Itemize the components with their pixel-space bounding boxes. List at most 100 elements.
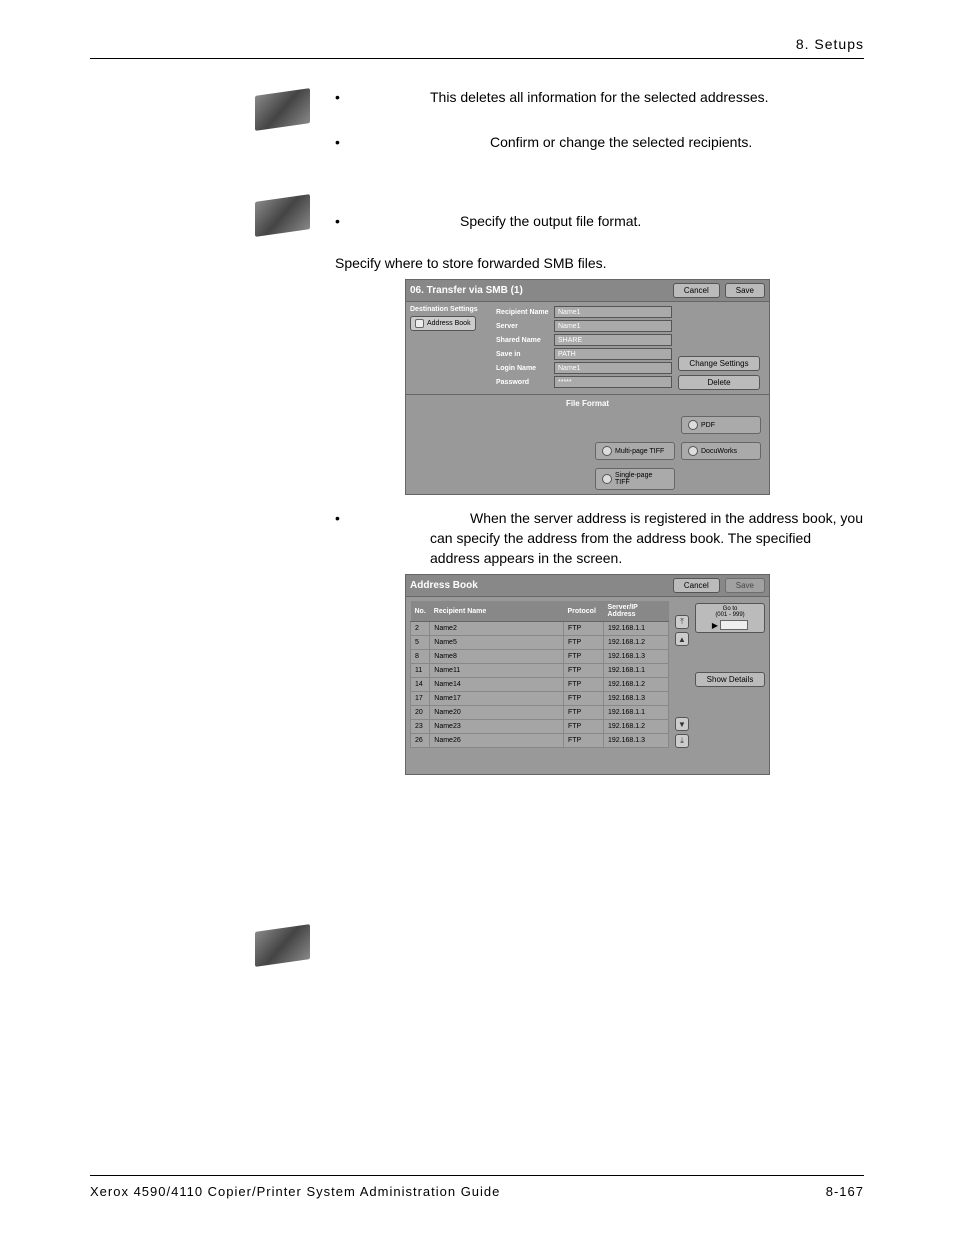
table-row[interactable]: 20Name20FTP192.168.1.1 [411,706,669,720]
field-label: Recipient Name [496,309,554,316]
table-cell: 17 [411,692,430,706]
addressbook-icon [415,319,424,328]
table-cell: 14 [411,678,430,692]
field-label: Save in [496,351,554,358]
scroll-top-button[interactable]: ⤒ [675,615,689,629]
radio-label: PDF [701,422,715,429]
col-name: Recipient Name [430,601,564,622]
smb-settings-screenshot: 06. Transfer via SMB (1) Cancel Save Des… [405,279,770,495]
table-cell: Name23 [430,720,564,734]
save-button[interactable]: Save [725,578,765,593]
cancel-button[interactable]: Cancel [673,578,720,593]
table-cell: 26 [411,734,430,748]
radio-icon [688,420,698,430]
col-proto: Protocol [564,601,604,622]
scroll-col: ⤒ ▲ ▼ ⤓ [673,597,691,752]
field-label: Password [496,379,554,386]
table-cell: FTP [564,720,604,734]
col-no: No. [411,601,430,622]
table-row[interactable]: 2Name2FTP192.168.1.1 [411,622,669,636]
footer-title: Xerox 4590/4110 Copier/Printer System Ad… [90,1184,500,1199]
field-label: Shared Name [496,337,554,344]
table-row[interactable]: 5Name5FTP192.168.1.2 [411,636,669,650]
field-label: Login Name [496,365,554,372]
docuworks-radio[interactable]: DocuWorks [681,442,761,460]
save-button[interactable]: Save [725,283,765,298]
goto-input[interactable] [720,620,748,630]
savein-input[interactable]: PATH [554,348,672,360]
table-cell: 192.168.1.2 [604,636,669,650]
show-details-button[interactable]: Show Details [695,672,765,687]
change-settings-button[interactable]: Change Settings [678,356,760,371]
delete-button[interactable]: Delete [678,375,760,390]
login-input[interactable]: Name1 [554,362,672,374]
table-cell: 192.168.1.3 [604,650,669,664]
address-table: No. Recipient Name Protocol Server/IP Ad… [410,601,669,748]
table-row[interactable]: 17Name17FTP192.168.1.3 [411,692,669,706]
goto-panel: Go to (001 - 999) ▶ [695,603,765,633]
table-cell: 20 [411,706,430,720]
radio-label: Single-page TIFF [615,472,668,486]
bullet-text: This deletes all information for the sel… [430,88,864,108]
bullet-item: • This deletes all information for the s… [335,88,864,108]
cancel-button[interactable]: Cancel [673,283,720,298]
pdf-radio[interactable]: PDF [681,416,761,434]
address-book-screenshot: Address Book Cancel Save No. Recipient N… [405,574,770,775]
table-row[interactable]: 14Name14FTP192.168.1.2 [411,678,669,692]
scroll-up-button[interactable]: ▲ [675,632,689,646]
bullet-item: • Confirm or change the selected recipie… [335,133,864,153]
table-cell: 192.168.1.1 [604,622,669,636]
radio-label: DocuWorks [701,448,737,455]
table-cell: FTP [564,622,604,636]
table-cell: 192.168.1.3 [604,734,669,748]
table-row[interactable]: 8Name8FTP192.168.1.3 [411,650,669,664]
table-cell: 23 [411,720,430,734]
note-icon [255,194,310,237]
bullet-text: Specify the output file format. [430,212,864,232]
bullet-item: • Specify the output file format. [335,212,864,232]
server-input[interactable]: Name1 [554,320,672,332]
play-icon: ▶ [712,621,718,630]
password-input[interactable]: ***** [554,376,672,388]
radio-label: Multi-page TIFF [615,448,664,455]
page-content: • This deletes all information for the s… [250,88,864,789]
table-cell: 192.168.1.1 [604,706,669,720]
col-addr: Server/IP Address [604,601,669,622]
single-tiff-radio[interactable]: Single-page TIFF [595,468,675,490]
table-cell: FTP [564,636,604,650]
chapter-header: 8. Setups [796,36,864,52]
shared-input[interactable]: SHARE [554,334,672,346]
table-row[interactable]: 11Name11FTP192.168.1.1 [411,664,669,678]
bullet-item: • When the server address is registered … [335,509,864,568]
address-book-label: Address Book [427,320,471,327]
table-cell: FTP [564,678,604,692]
dest-settings-label: Destination Settings [410,306,490,313]
table-cell: 8 [411,650,430,664]
table-cell: 11 [411,664,430,678]
table-cell: FTP [564,650,604,664]
table-cell: FTP [564,692,604,706]
smb-title: 06. Transfer via SMB (1) [410,285,668,296]
table-cell: 192.168.1.3 [604,692,669,706]
table-row[interactable]: 26Name26FTP192.168.1.3 [411,734,669,748]
radio-icon [602,446,612,456]
table-row[interactable]: 23Name23FTP192.168.1.2 [411,720,669,734]
table-cell: Name5 [430,636,564,650]
table-cell: Name14 [430,678,564,692]
address-book-button[interactable]: Address Book [410,316,476,331]
table-cell: 192.168.1.1 [604,664,669,678]
note-icon [255,924,310,967]
table-cell: Name17 [430,692,564,706]
table-cell: Name11 [430,664,564,678]
table-cell: Name26 [430,734,564,748]
scroll-down-button[interactable]: ▼ [675,717,689,731]
page-footer: Xerox 4590/4110 Copier/Printer System Ad… [90,1175,864,1199]
multi-tiff-radio[interactable]: Multi-page TIFF [595,442,675,460]
table-cell: Name8 [430,650,564,664]
note-icon [255,88,310,131]
recipient-input[interactable]: Name1 [554,306,672,318]
ab-title: Address Book [410,580,668,591]
table-cell: FTP [564,706,604,720]
scroll-bottom-button[interactable]: ⤓ [675,734,689,748]
page-number: 8-167 [826,1184,864,1199]
